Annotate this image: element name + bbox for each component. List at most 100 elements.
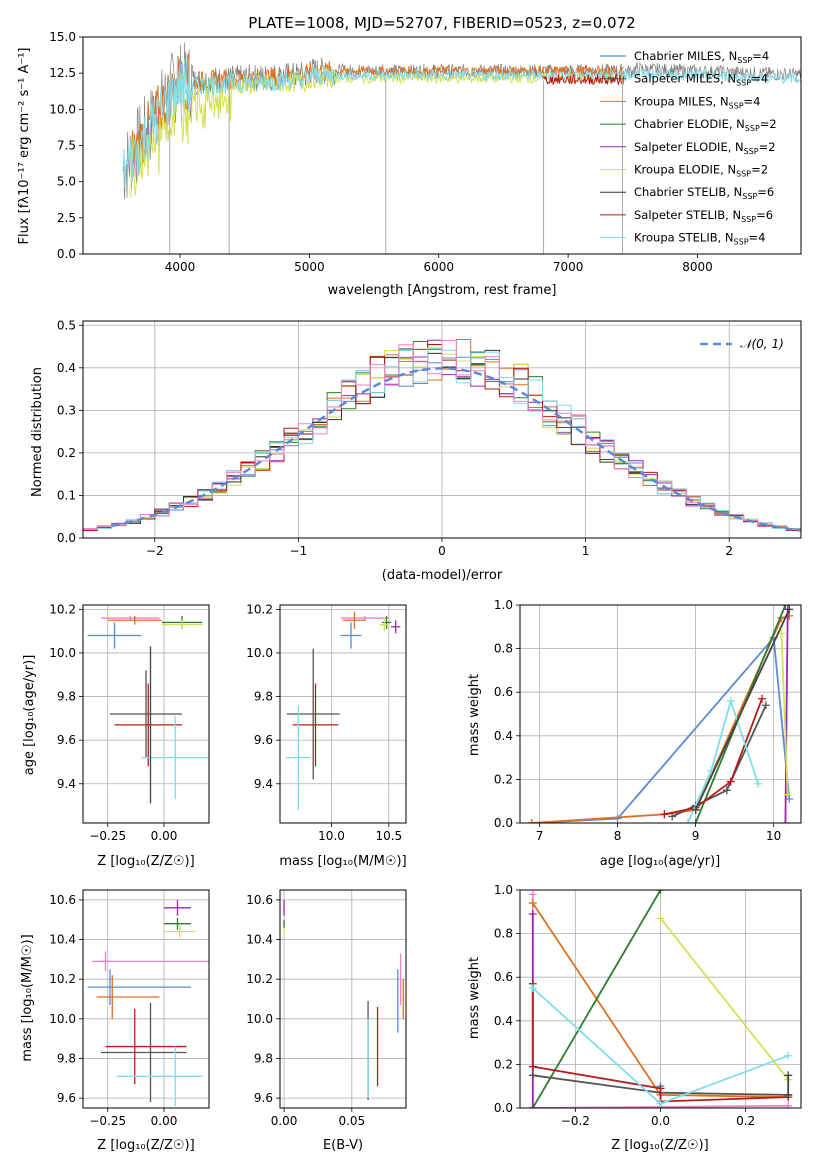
residuals-xtick-label: −1: [290, 544, 308, 558]
mass-vs-z-errorbar: [164, 899, 191, 916]
mass-vs-z-grid: [83, 890, 209, 1108]
mass-weight-vs-age-ytick-label: 0.4: [494, 729, 513, 743]
age-vs-mass-ytick-label: 10.0: [246, 646, 273, 660]
age-vs-z-errorbar: [141, 716, 209, 800]
mass-weight-vs-age-series-line: [686, 697, 759, 823]
mass-vs-ebv-ytick-label: 10.6: [246, 893, 273, 907]
age-vs-z-errorbar: [87, 622, 142, 649]
spectrum-series-line: [130, 53, 624, 177]
mass-weight-vs-age-plot-area: [527, 605, 794, 823]
mass-weight-vs-age-frame: [519, 604, 802, 824]
age-vs-mass-ytick-label: 10.2: [246, 602, 273, 616]
mass-weight-vs-age-point-marker: [757, 694, 766, 703]
age-vs-z-ytick-label: 10.2: [49, 602, 76, 616]
mass-weight-vs-age-series-line: [780, 633, 789, 795]
age-vs-z-ytick-label: 9.6: [57, 733, 76, 747]
age-vs-mass-frame: [279, 604, 407, 824]
mass-vs-ebv-xtick-label: 0.05: [338, 1114, 365, 1128]
mass-weight-vs-z-point-marker: [528, 1104, 537, 1108]
mass-weight-vs-age-point-marker: [668, 812, 677, 821]
mass-vs-z-panel: mass [log₁₀(M/M☉)] Z [log₁₀(Z/Z☉)] −0.25…: [20, 889, 210, 1153]
mass-vs-z-errorbar: [164, 925, 196, 938]
mass-weight-vs-z-point-marker: [528, 909, 537, 918]
mass-weight-vs-z-point-marker: [528, 1062, 537, 1071]
mass-weight-vs-age-ytick-label: 0.2: [494, 772, 513, 786]
mass-vs-z-plot-area: [87, 899, 209, 1107]
age-vs-mass-xlabel: mass [log₁₀(M/M☉)]: [279, 854, 406, 869]
mass-vs-ebv-ytick-label: 10.0: [246, 1012, 273, 1026]
spectrum-series-line: [122, 58, 801, 189]
residuals-ytick-label: 0.1: [57, 488, 76, 502]
age-vs-z-errorbar: [110, 670, 182, 758]
mass-weight-vs-age-series-line: [694, 609, 791, 811]
mass-weight-vs-age-point-marker: [722, 786, 731, 795]
mass-weight-vs-age-point-marker: [781, 819, 790, 823]
residuals-frame: [82, 320, 802, 539]
spectrum-xtick-label: 5000: [294, 260, 325, 274]
mass-weight-vs-age-point-marker: [691, 819, 700, 823]
spectrum-xtick-label: 4000: [165, 260, 196, 274]
mass-weight-vs-age-point-marker: [726, 777, 735, 786]
spectrum-ytick-label: 12.5: [49, 66, 76, 80]
spectrum-xtick-label: 8000: [682, 260, 713, 274]
mass-weight-vs-age-point-marker: [691, 805, 700, 814]
age-vs-mass-errorbar: [340, 615, 389, 621]
mass-weight-vs-z-point-marker: [656, 1084, 665, 1093]
mass-vs-ebv-plot-area: [283, 899, 404, 1101]
age-vs-z-ytick-label: 9.8: [57, 690, 76, 704]
mass-vs-z-ytick-label: 10.0: [49, 1012, 76, 1026]
mass-weight-vs-age-point-marker: [660, 810, 669, 819]
age-vs-mass-errorbar: [391, 620, 401, 634]
age-vs-mass-ytick-label: 9.6: [254, 733, 273, 747]
mass-weight-vs-age-point-marker: [754, 779, 763, 788]
spectrum-legend-label: Kroupa ELODIE, NSSP=2: [634, 163, 768, 179]
spectrum-ytick-label: 15.0: [49, 30, 76, 44]
age-vs-mass-panel: mass [log₁₀(M/M☉)] 10.0 10.5 9.4 9.6 9.8 10.0…: [246, 602, 406, 869]
age-vs-mass-xtick-label: 10.0: [318, 829, 345, 843]
mass-weight-vs-age-series-line: [664, 698, 763, 816]
mass-weight-vs-z-point-marker: [528, 899, 537, 908]
spectrum-series-line: [130, 66, 624, 199]
residuals-normal-curve: [111, 367, 801, 532]
mass-weight-vs-age-point-marker: [781, 605, 790, 609]
spectrum-series-line: [541, 73, 625, 87]
mass-weight-vs-z-series-line: [659, 917, 789, 1081]
residuals-legend-label: 𝒩(0, 1): [740, 337, 784, 351]
residuals-xlabel: (data-model)/error: [382, 568, 503, 583]
mass-vs-ebv-grid: [280, 890, 406, 1108]
age-vs-z-xtick-label: 0.00: [151, 829, 178, 843]
spectrum-xtick-label: 6000: [423, 260, 454, 274]
mass-weight-vs-z-ytick-label: 0.2: [494, 1057, 513, 1071]
residuals-ytick-label: 0.4: [57, 361, 76, 375]
mass-weight-vs-z-ytick-label: 1.0: [494, 883, 513, 897]
residuals-xtick-label: 2: [725, 544, 733, 558]
residuals-xtick-label: −2: [146, 544, 164, 558]
mass-weight-vs-z-point-marker: [528, 890, 537, 899]
mass-weight-vs-age-point-marker: [613, 814, 622, 823]
age-vs-mass-errorbar: [292, 683, 339, 767]
mass-weight-vs-age-point-marker: [785, 605, 794, 614]
age-vs-mass-ytick-label: 9.4: [254, 777, 273, 791]
mass-weight-vs-age-point-marker: [783, 790, 792, 799]
mass-weight-vs-age-ylabel: mass weight: [467, 674, 482, 756]
age-vs-mass-ytick-label: 9.8: [254, 690, 273, 704]
mass-weight-vs-z-point-marker: [784, 1071, 793, 1080]
mass-weight-vs-z-ytick-label: 0.8: [494, 927, 513, 941]
spectrum-legend-label: Salpeter STELIB, NSSP=6: [634, 208, 773, 224]
mass-weight-vs-z-ytick-label: 0.6: [494, 970, 513, 984]
mass-weight-vs-z-point-marker: [528, 1071, 537, 1080]
mass-weight-vs-z-xtick-label: 0.2: [736, 1114, 755, 1128]
spectrum-legend-label: Chabrier STELIB, NSSP=6: [634, 185, 774, 201]
mass-weight-vs-z-frame: [519, 889, 802, 1109]
spectrum-ytick-label: 5.0: [57, 175, 76, 189]
mass-weight-vs-age-point-marker: [761, 701, 770, 710]
mass-weight-vs-age-point-marker: [726, 696, 735, 705]
mass-vs-z-frame: [82, 889, 210, 1109]
mass-vs-ebv-ytick-label: 10.4: [246, 933, 273, 947]
age-vs-mass-errorbar: [379, 618, 389, 632]
residuals-ylabel: Normed distribution: [30, 367, 45, 497]
spectrum-plot-area: [122, 42, 801, 254]
mass-weight-vs-age-point-marker: [527, 819, 536, 823]
mass-weight-vs-age-xtick-label: 10: [766, 829, 781, 843]
mass-vs-z-ylabel: mass [log₁₀(M/M☉)]: [20, 934, 35, 1061]
